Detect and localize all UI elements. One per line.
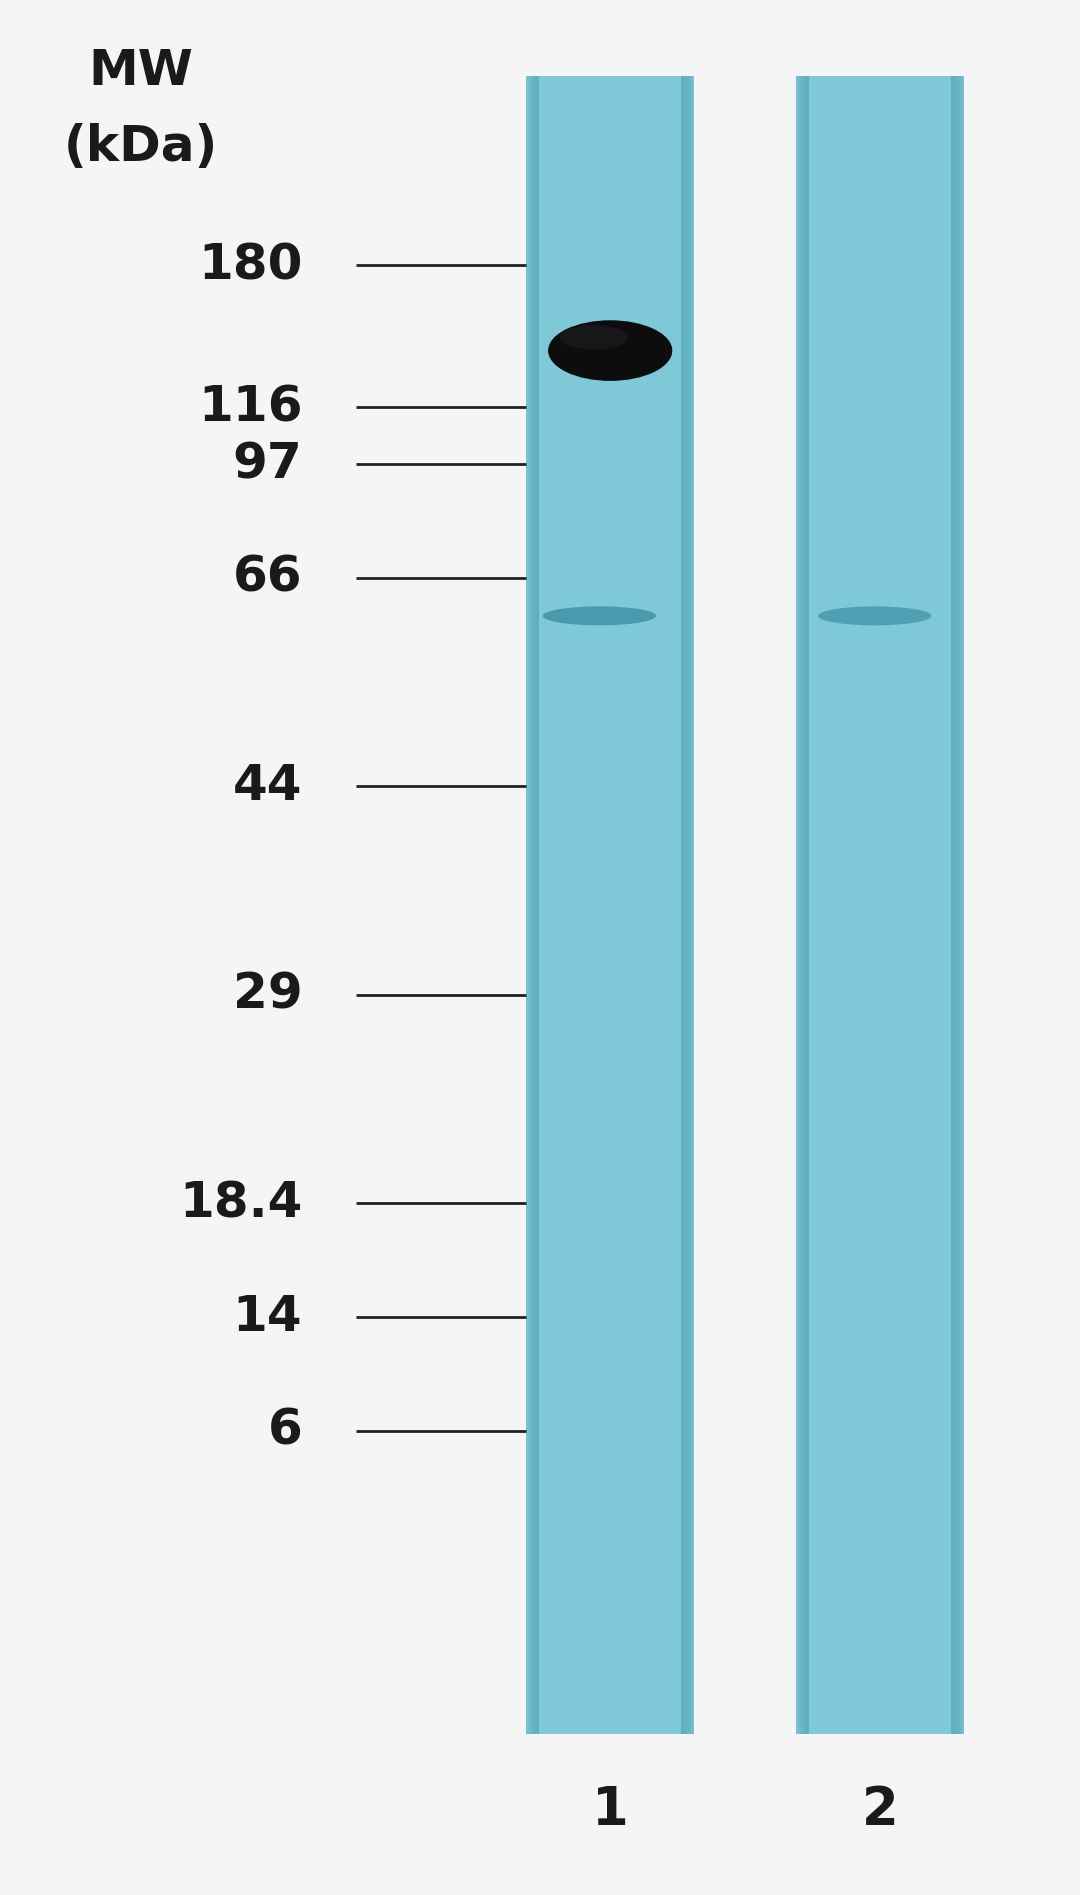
Text: 44: 44 <box>233 762 302 811</box>
Bar <box>680 76 691 1734</box>
Text: 116: 116 <box>198 383 302 432</box>
Bar <box>806 76 810 1734</box>
Bar <box>680 76 687 1734</box>
Bar <box>950 76 953 1734</box>
Bar <box>950 76 963 1734</box>
Bar <box>680 76 691 1734</box>
Bar <box>950 76 961 1734</box>
Bar <box>804 76 810 1734</box>
Bar <box>950 76 955 1734</box>
Bar <box>802 76 810 1734</box>
Bar <box>801 76 810 1734</box>
Bar <box>526 76 539 1734</box>
Bar <box>532 76 539 1734</box>
Bar <box>950 76 961 1734</box>
Bar <box>526 76 693 1734</box>
Bar <box>530 76 539 1734</box>
Bar <box>531 76 540 1734</box>
Bar <box>796 76 810 1734</box>
Bar <box>808 76 810 1734</box>
Bar <box>799 76 810 1734</box>
Bar <box>680 76 693 1734</box>
Bar <box>529 76 539 1734</box>
Bar <box>950 76 963 1734</box>
Bar <box>799 76 810 1734</box>
Ellipse shape <box>818 606 932 625</box>
Text: 66: 66 <box>233 553 302 603</box>
Bar <box>680 76 693 1734</box>
Bar <box>680 76 685 1734</box>
Text: 6: 6 <box>268 1406 302 1455</box>
Bar <box>534 76 539 1734</box>
Bar <box>680 76 683 1734</box>
Bar <box>680 76 687 1734</box>
Text: 14: 14 <box>233 1292 302 1342</box>
Bar <box>950 76 959 1734</box>
Bar <box>950 76 957 1734</box>
Ellipse shape <box>548 320 672 381</box>
Bar <box>538 76 539 1734</box>
Bar <box>680 76 686 1734</box>
Text: 29: 29 <box>232 970 302 1020</box>
Text: (kDa): (kDa) <box>64 123 217 171</box>
Text: 1: 1 <box>592 1783 629 1836</box>
Bar <box>680 76 689 1734</box>
Ellipse shape <box>559 326 629 349</box>
Bar <box>807 76 810 1734</box>
Text: 180: 180 <box>198 241 302 290</box>
Bar <box>538 76 539 1734</box>
Ellipse shape <box>543 606 657 625</box>
Bar <box>536 76 539 1734</box>
Bar <box>806 76 810 1734</box>
Text: 2: 2 <box>862 1783 899 1836</box>
Bar <box>800 76 810 1734</box>
Text: MW: MW <box>87 47 193 95</box>
Bar <box>950 76 957 1734</box>
Bar <box>527 76 539 1734</box>
Text: 97: 97 <box>232 440 302 489</box>
Text: 18.4: 18.4 <box>179 1179 302 1228</box>
Bar <box>950 76 959 1734</box>
Bar <box>796 76 963 1734</box>
Bar <box>680 76 683 1734</box>
Bar <box>529 76 539 1734</box>
Bar <box>680 76 689 1734</box>
Bar <box>797 76 810 1734</box>
Bar <box>536 76 540 1734</box>
Bar <box>950 76 953 1734</box>
Bar <box>950 76 956 1734</box>
